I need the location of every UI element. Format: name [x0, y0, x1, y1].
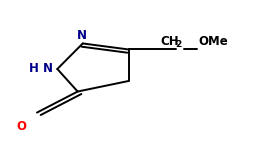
Text: CH: CH [160, 35, 179, 48]
Text: OMe: OMe [198, 35, 228, 48]
Text: O: O [17, 120, 27, 132]
Text: 2: 2 [176, 40, 182, 49]
Text: H: H [29, 62, 39, 75]
Text: N: N [77, 29, 86, 42]
Text: N: N [43, 62, 53, 75]
